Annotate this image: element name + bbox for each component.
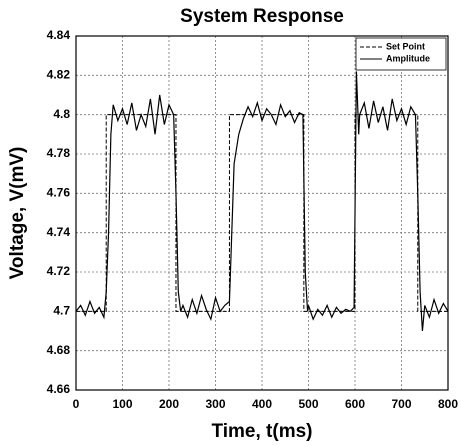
y-tick-label: 4.74 xyxy=(47,225,71,239)
chart-title: System Response xyxy=(180,6,344,27)
line xyxy=(76,114,448,312)
y-tick-label: 4.78 xyxy=(47,146,71,160)
x-tick-label: 200 xyxy=(159,397,179,411)
x-tick-label: 500 xyxy=(298,397,318,411)
y-tick-label: 4.66 xyxy=(47,382,71,396)
plot-frame xyxy=(75,35,449,391)
y-tick-label: 4.84 xyxy=(47,28,71,42)
y-tick-label: 4.7 xyxy=(53,304,70,318)
y-axis-label: Voltage, V(mV) xyxy=(7,147,28,280)
y-tick-label: 4.76 xyxy=(47,186,71,200)
x-tick-label: 700 xyxy=(391,397,411,411)
legend-box xyxy=(355,37,447,71)
x-tick-label: 600 xyxy=(345,397,365,411)
x-tick-label: 800 xyxy=(438,397,458,411)
y-tick-label: 4.82 xyxy=(47,68,71,82)
y-tick-label: 4.8 xyxy=(53,107,70,121)
x-tick-label: 0 xyxy=(73,397,80,411)
legend-label: Set Point xyxy=(386,41,425,51)
x-tick-label: 100 xyxy=(112,397,132,411)
x-tick-label: 300 xyxy=(205,397,225,411)
legend-label: Amplitude xyxy=(386,53,430,63)
line xyxy=(75,71,449,332)
x-tick-label: 400 xyxy=(252,397,272,411)
x-axis-label: Time, t(ms) xyxy=(211,421,312,442)
y-tick-label: 4.72 xyxy=(47,264,71,278)
y-tick-label: 4.68 xyxy=(47,343,71,357)
